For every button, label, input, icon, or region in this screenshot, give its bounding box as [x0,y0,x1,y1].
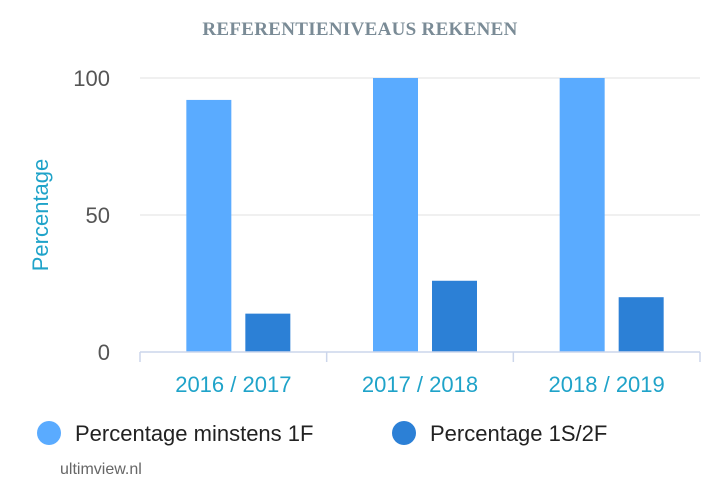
x-axis [139,351,701,362]
x-tick-labels: 2016 / 2017 2017 / 2018 2018 / 2019 [175,372,665,397]
bar-1s-2f [432,280,477,352]
bar-minstens-1f [186,99,232,352]
y-tick-label: 100 [73,66,110,91]
chart-title: REFERENTIENIVEAUS REKENEN [202,19,517,40]
y-tick-labels: 0 50 100 [73,66,110,365]
legend: Percentage minstens 1F Percentage 1S/2F [37,421,607,446]
legend-item[interactable]: Percentage 1S/2F [392,421,607,446]
legend-marker [392,421,416,445]
y-tick-label: 0 [98,340,110,365]
legend-item[interactable]: Percentage minstens 1F [37,421,313,446]
y-tick-label: 50 [86,203,110,228]
legend-label: Percentage minstens 1F [75,421,313,446]
bar-1s-2f [245,313,291,352]
legend-marker [37,421,61,445]
bar-minstens-1f [559,78,605,352]
bars [186,78,664,352]
legend-label: Percentage 1S/2F [430,421,607,446]
credit-text: ultimview.nl [60,461,142,478]
x-tick-label: 2016 / 2017 [175,372,291,397]
gridlines [140,77,700,216]
y-axis-label: Percentage [28,159,53,272]
bar-1s-2f [618,297,664,352]
x-tick-label: 2018 / 2019 [549,372,665,397]
x-tick-label: 2017 / 2018 [362,372,478,397]
bar-minstens-1f [373,78,418,352]
